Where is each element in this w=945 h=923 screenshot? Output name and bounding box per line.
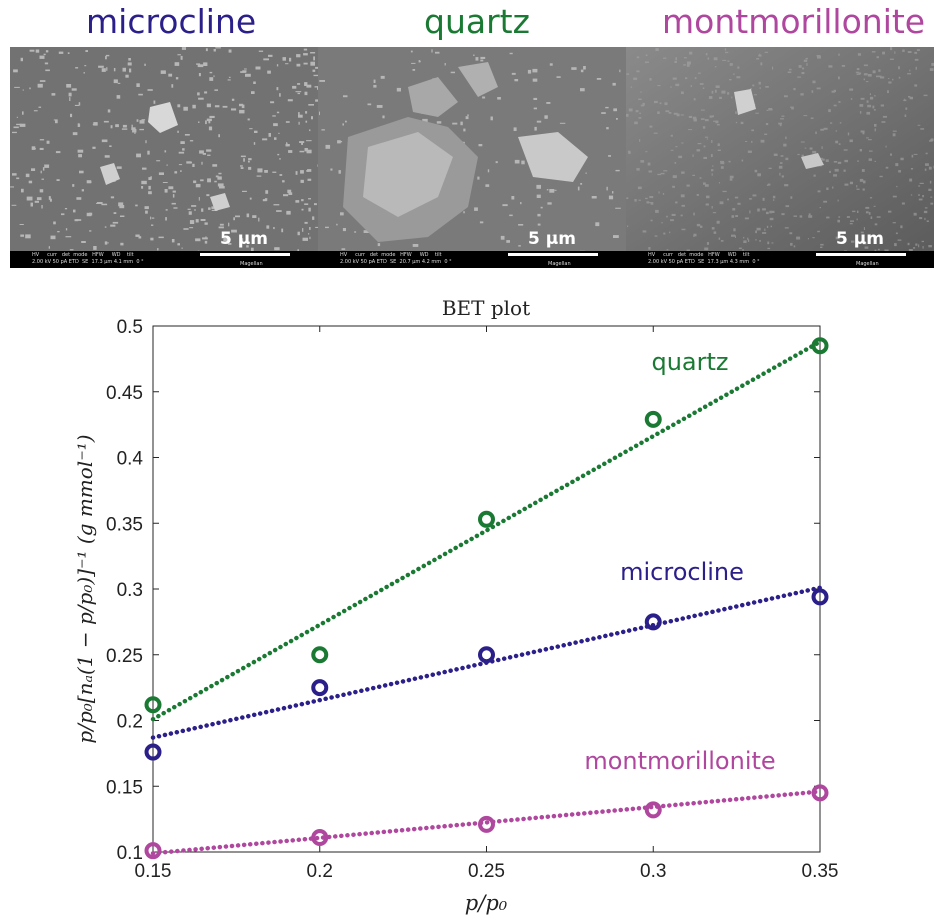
x-tick-label: 0.2 [307,861,333,882]
data-point-microcline [478,646,495,664]
sem-info-instrument: Magellan [548,261,571,267]
sem-info-bar: HV curr det mode HFW WD tilt 2.00 kV 50 … [626,251,934,268]
bet-chart: BET plot 0.15 0.2 0.25 0.3 0.35 0.10.150.20.… [73,296,839,915]
sem-info-bar: HV curr det mode HFW WD tilt 2.00 kV 50 … [318,251,626,268]
x-axis-label: p/p₀ [465,891,508,915]
data-point-microcline [644,613,662,631]
y-tick-label: 0.15 [106,777,143,798]
sem-info-instrument: Magellan [240,261,263,267]
x-tick-label: 0.3 [640,861,666,882]
panel-title-quartz: quartz [424,2,530,41]
fit-line-montmorillonite [150,789,823,856]
scale-bar-label: 5 µm [836,229,884,249]
y-tick-label: 0.45 [106,383,143,404]
sem-texture-montmorillonite [626,47,934,251]
scale-bar-label: 5 µm [528,229,576,249]
data-point-montmorillonite [144,842,162,860]
data-point-quartz [311,646,329,664]
data-point-quartz [478,510,495,528]
data-point-microcline [811,588,829,606]
data-point-microcline [144,743,162,761]
data-point-montmorillonite [811,784,829,802]
series-label-microcline: microcline [620,558,744,586]
sem-info-text: HV curr det mode HFW WD tilt 2.00 kV 50 … [648,252,760,265]
sem-image-montmorillonite: 5 µm HV curr det mode HFW WD tilt 2.00 k… [626,47,934,268]
x-tick-label: 0.35 [802,861,839,882]
series-label-quartz: quartz [651,348,728,376]
panel-title-montmorillonite: montmorillonite [662,2,926,41]
y-tick-label: 0.2 [117,712,143,733]
data-point-montmorillonite [311,829,329,847]
data-point-quartz [144,696,162,714]
sem-info-text: HV curr det mode HFW WD tilt 2.00 kV 50 … [32,252,144,265]
y-tick-label: 0.5 [117,317,143,338]
data-point-montmorillonite [478,815,495,833]
panel-title-microcline: microcline [86,2,257,41]
y-tick-label: 0.25 [106,646,143,667]
y-tick-label: 0.3 [117,580,143,601]
sem-info-instrument: Magellan [856,261,879,267]
x-tick-label: 0.15 [135,861,172,882]
chart-title: BET plot [442,296,530,320]
y-tick-label: 0.1 [117,843,143,864]
sem-texture-microcline [10,47,318,251]
scale-bar-label: 5 µm [220,229,268,249]
y-tick-label: 0.4 [117,449,144,470]
data-point-quartz [811,337,829,355]
data-point-montmorillonite [644,801,662,819]
fit-line-quartz [150,339,823,722]
data-point-quartz [644,410,662,428]
y-tick-label: 0.35 [106,514,143,535]
y-axis-label: p/p₀[nₐ(1 − p/p₀)]⁻¹ (g mmol⁻¹) [73,434,97,743]
sem-image-microcline: 5 µm HV curr det mode HFW WD tilt 2.00 k… [10,47,318,268]
x-tick-label: 0.25 [468,861,505,882]
sem-info-text: HV curr det mode HFW WD tilt 2.00 kV 50 … [340,252,452,265]
series-label-montmorillonite: montmorillonite [584,747,775,775]
sem-info-bar: HV curr det mode HFW WD tilt 2.00 kV 50 … [10,251,318,268]
sem-image-quartz: 5 µm HV curr det mode HFW WD tilt 2.00 k… [318,47,626,268]
data-point-microcline [311,679,329,697]
sem-texture-quartz [318,47,626,251]
